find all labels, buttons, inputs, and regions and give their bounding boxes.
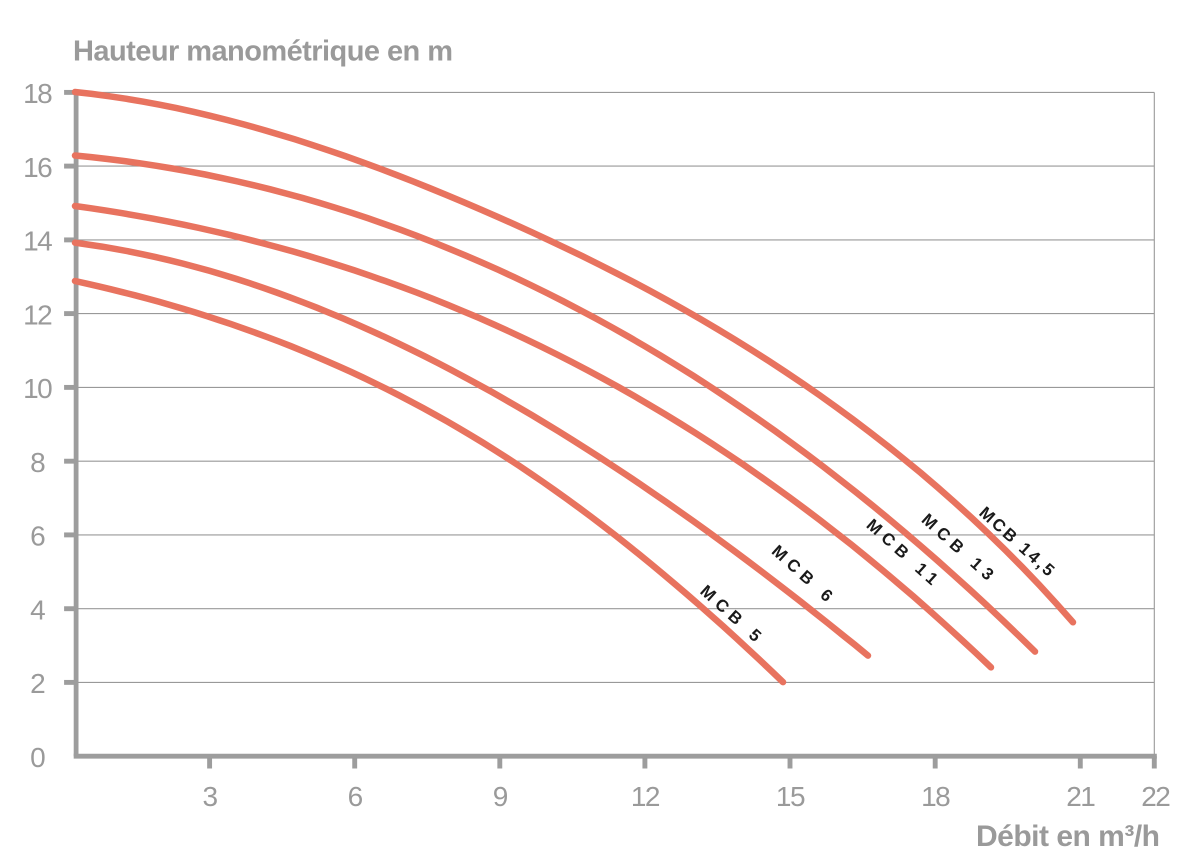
svg-text:0: 0 bbox=[30, 742, 45, 773]
svg-text:14: 14 bbox=[23, 226, 52, 257]
svg-text:18: 18 bbox=[23, 78, 52, 109]
svg-text:10: 10 bbox=[23, 373, 52, 404]
svg-text:22: 22 bbox=[1141, 781, 1170, 812]
svg-text:12: 12 bbox=[23, 299, 52, 330]
svg-text:4: 4 bbox=[30, 595, 45, 626]
svg-text:15: 15 bbox=[776, 781, 805, 812]
svg-text:9: 9 bbox=[493, 781, 508, 812]
svg-text:3: 3 bbox=[203, 781, 218, 812]
svg-text:21: 21 bbox=[1066, 781, 1095, 812]
svg-text:6: 6 bbox=[30, 521, 45, 552]
svg-text:Hauteur manométrique en m: Hauteur manométrique en m bbox=[73, 36, 452, 68]
svg-text:16: 16 bbox=[23, 152, 52, 183]
svg-text:18: 18 bbox=[921, 781, 950, 812]
svg-text:8: 8 bbox=[30, 447, 45, 478]
svg-text:Débit en m³/h: Débit en m³/h bbox=[976, 820, 1160, 853]
svg-text:2: 2 bbox=[30, 668, 45, 699]
svg-text:6: 6 bbox=[348, 781, 363, 812]
svg-text:12: 12 bbox=[631, 781, 660, 812]
